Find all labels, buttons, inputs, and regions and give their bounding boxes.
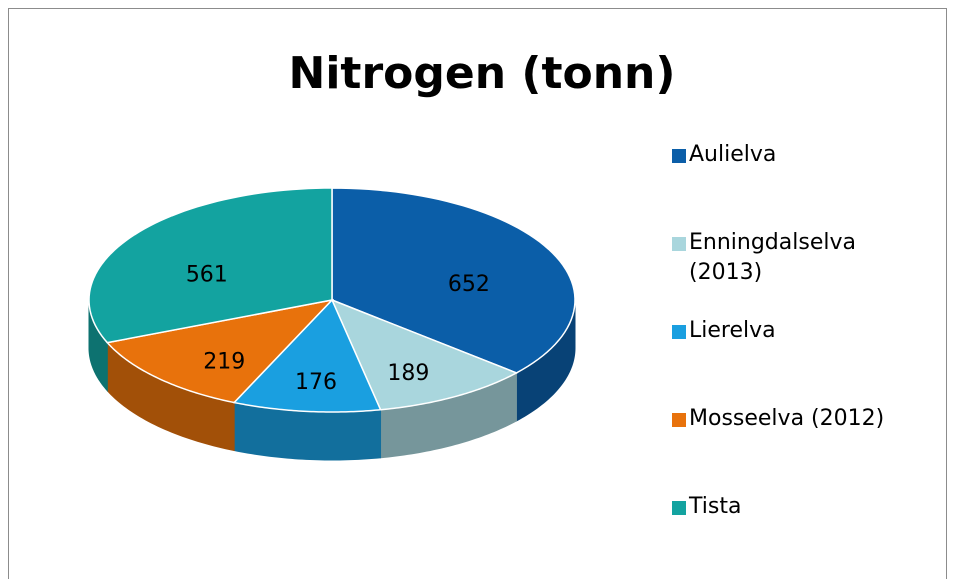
chart-title: Nitrogen (tonn) bbox=[289, 48, 676, 99]
legend-item: Aulielva bbox=[672, 140, 934, 228]
data-label: 189 bbox=[387, 361, 429, 386]
legend-swatch bbox=[672, 325, 686, 339]
legend-label: Lierelva bbox=[689, 318, 776, 343]
legend-item: Mosseelva (2012) bbox=[672, 404, 934, 492]
legend-item: Tista bbox=[672, 492, 934, 579]
legend-label: Aulielva bbox=[689, 142, 777, 167]
data-label: 219 bbox=[203, 350, 245, 375]
data-label: 561 bbox=[186, 262, 228, 287]
pie-slice bbox=[330, 298, 519, 411]
legend-swatch bbox=[672, 149, 686, 163]
data-label: 176 bbox=[295, 370, 337, 395]
legend-item: Enningdalselva (2013) bbox=[672, 228, 934, 316]
legend-label: Tista bbox=[689, 494, 742, 519]
pie-slice bbox=[88, 187, 333, 344]
pie-slice bbox=[331, 187, 576, 374]
legend: Aulielva Enningdalselva (2013) Lierelva Mos… bbox=[672, 140, 934, 579]
legend-label: Enningdalselva (2013) bbox=[689, 230, 856, 285]
legend-swatch bbox=[672, 413, 686, 427]
legend-swatch bbox=[672, 501, 686, 515]
legend-swatch bbox=[672, 237, 686, 251]
pie-slice bbox=[232, 298, 382, 413]
pie-slice bbox=[105, 298, 335, 404]
legend-item: Lierelva bbox=[672, 316, 934, 404]
legend-label: Mosseelva (2012) bbox=[689, 406, 885, 431]
data-label: 652 bbox=[448, 272, 490, 297]
